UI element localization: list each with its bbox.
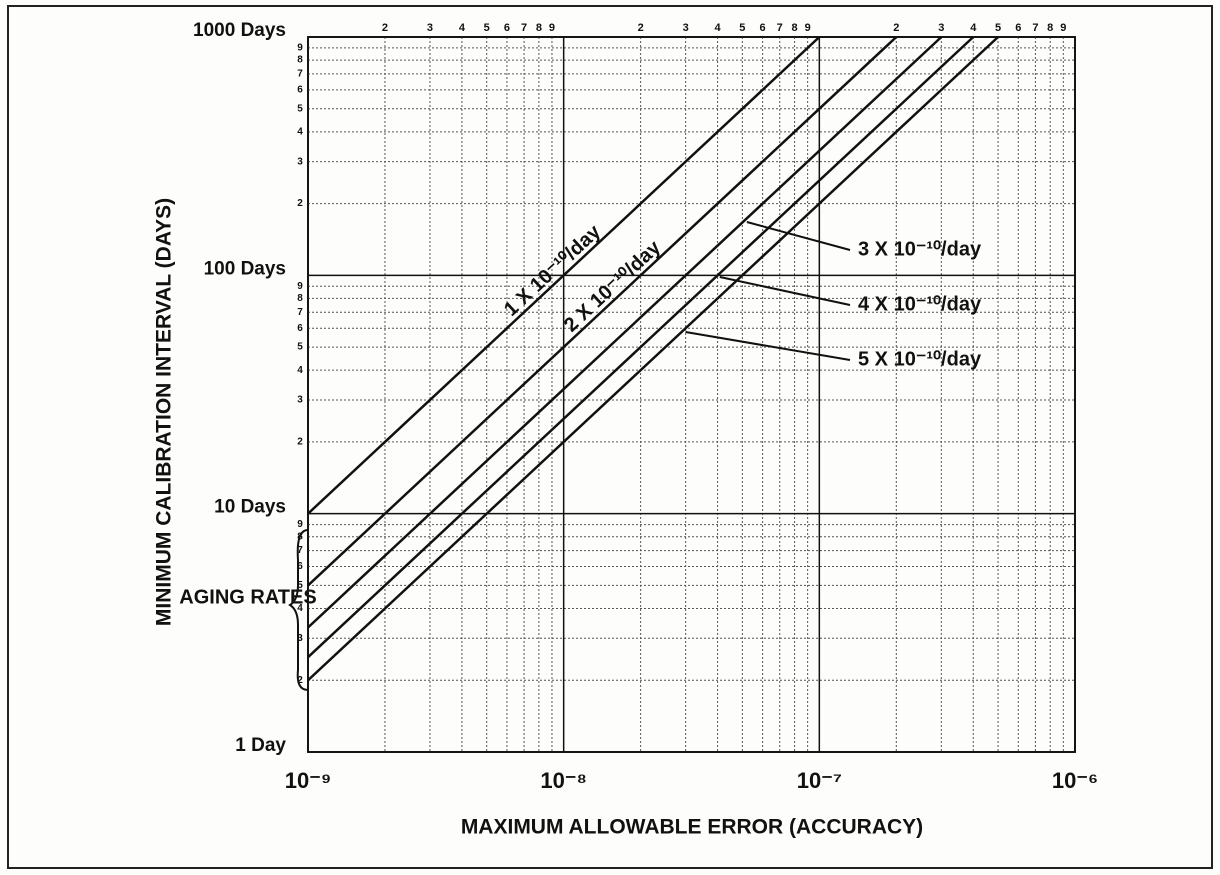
- minor-tick-label: 4: [459, 22, 466, 34]
- minor-tick-label: 5: [739, 22, 745, 34]
- label-arrow: [719, 276, 851, 306]
- minor-tick-label: 6: [297, 85, 303, 96]
- minor-tick-label: 7: [1032, 22, 1038, 34]
- label-arrow: [685, 331, 851, 361]
- minor-tick-label: 7: [297, 69, 303, 80]
- minor-tick-label: 6: [504, 22, 510, 34]
- label-arrow: [746, 221, 851, 251]
- minor-tick-label: 2: [297, 675, 303, 686]
- minor-tick-label: 8: [791, 22, 797, 34]
- minor-tick-label: 8: [297, 531, 303, 542]
- frame: [7, 5, 1213, 869]
- data-line: [307, 36, 821, 515]
- plot-area: [307, 36, 1076, 753]
- minor-tick-label: 9: [297, 519, 303, 530]
- minor-tick-label: 2: [893, 22, 899, 34]
- x-tick-label: 10⁻⁹: [285, 768, 332, 793]
- y-tick-label: 10 Days: [214, 497, 286, 518]
- y-tick-label: 1 Day: [235, 735, 286, 756]
- y-tick-label: 100 Days: [204, 258, 286, 279]
- minor-tick-label: 3: [683, 22, 689, 34]
- minor-tick-label: 3: [427, 22, 433, 34]
- data-line: [307, 36, 975, 659]
- x-tick-label: 10⁻⁶: [1052, 768, 1098, 793]
- minor-tick-label: 5: [297, 103, 303, 114]
- data-line: [307, 36, 999, 682]
- annotation: AGING RATES: [179, 586, 316, 608]
- minor-tick-label: 5: [297, 342, 303, 353]
- minor-tick-label: 7: [521, 22, 527, 34]
- minor-tick-label: 8: [1047, 22, 1053, 34]
- minor-tick-label: 7: [777, 22, 783, 34]
- minor-tick-label: 9: [549, 22, 555, 34]
- data-line: [307, 36, 943, 629]
- minor-tick-label: 8: [297, 55, 303, 66]
- minor-tick-label: 6: [297, 323, 303, 334]
- minor-tick-label: 9: [297, 43, 303, 54]
- minor-tick-label: 7: [297, 307, 303, 318]
- minor-tick-label: 4: [297, 365, 303, 376]
- minor-tick-label: 3: [297, 633, 303, 644]
- minor-tick-label: 5: [484, 22, 490, 34]
- minor-tick-label: 3: [297, 156, 303, 167]
- series-label: 5 X 10⁻¹⁰/day: [858, 348, 982, 370]
- minor-tick-label: 5: [297, 580, 303, 591]
- minor-tick-label: 9: [805, 22, 811, 34]
- minor-tick-label: 2: [382, 22, 388, 34]
- minor-tick-label: 6: [760, 22, 766, 34]
- minor-tick-label: 4: [297, 126, 303, 137]
- series-label: 3 X 10⁻¹⁰/day: [858, 238, 982, 260]
- minor-tick-label: 3: [938, 22, 944, 34]
- minor-tick-label: 5: [995, 22, 1001, 34]
- x-axis-label: MAXIMUM ALLOWABLE ERROR (ACCURACY): [461, 816, 923, 839]
- minor-tick-label: 2: [297, 198, 303, 209]
- x-tick-label: 10⁻⁷: [797, 768, 842, 793]
- y-axis-label: MINIMUM CALIBRATION INTERVAL (DAYS): [153, 198, 176, 626]
- minor-tick-label: 2: [297, 437, 303, 448]
- x-tick-label: 10⁻⁸: [540, 768, 586, 793]
- minor-tick-label: 6: [297, 561, 303, 572]
- minor-tick-label: 8: [297, 293, 303, 304]
- minor-tick-label: 8: [536, 22, 542, 34]
- series-label: 4 X 10⁻¹⁰/day: [858, 293, 982, 315]
- minor-tick-label: 7: [297, 545, 303, 556]
- minor-tick-label: 9: [1060, 22, 1066, 34]
- brace: [288, 529, 309, 691]
- data-line: [307, 36, 898, 587]
- minor-tick-label: 4: [297, 603, 303, 614]
- minor-tick-label: 4: [970, 22, 977, 34]
- y-tick-label: 1000 Days: [193, 20, 286, 41]
- minor-tick-label: 2: [638, 22, 644, 34]
- minor-tick-label: 6: [1015, 22, 1021, 34]
- minor-tick-label: 4: [715, 22, 722, 34]
- minor-tick-label: 9: [297, 281, 303, 292]
- minor-tick-label: 3: [297, 395, 303, 406]
